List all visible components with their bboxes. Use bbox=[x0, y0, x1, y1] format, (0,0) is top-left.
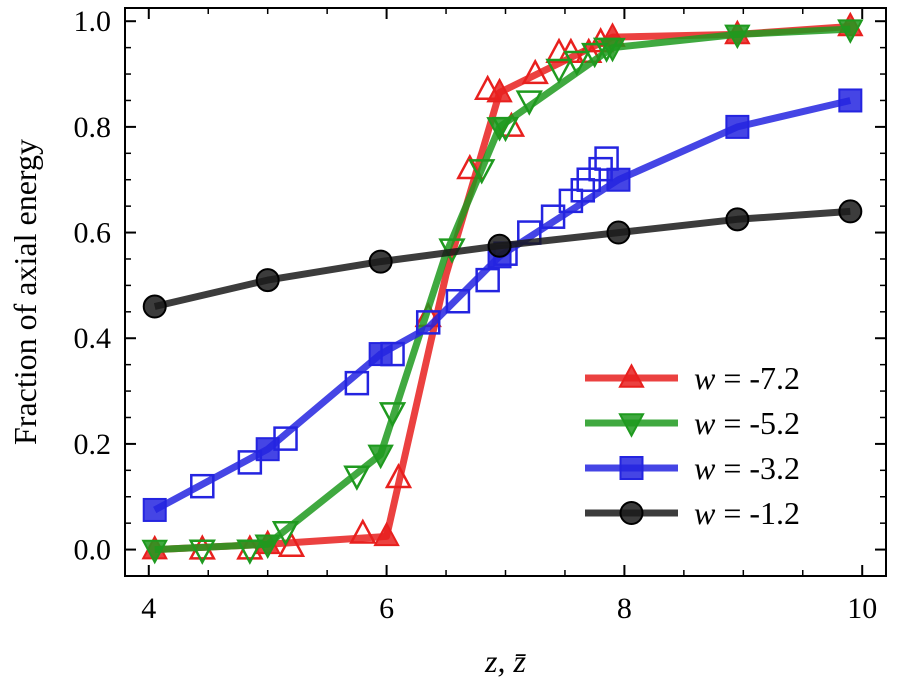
x-tick-label: 6 bbox=[379, 592, 394, 625]
y-axis-label: Fraction of axial energy bbox=[7, 139, 43, 445]
filled-point bbox=[254, 534, 281, 560]
filled-point bbox=[141, 539, 168, 565]
open-point bbox=[343, 465, 371, 491]
open-point bbox=[563, 50, 591, 77]
filled-point bbox=[368, 342, 393, 367]
x-axis-label: z, z̄ bbox=[484, 643, 526, 679]
open-point bbox=[515, 90, 543, 116]
series-2 bbox=[141, 19, 864, 565]
legend-entry: w = -1.2 bbox=[585, 495, 800, 531]
legend: w = -7.2w = -5.2w = -3.2w = -1.2 bbox=[585, 360, 800, 531]
legend-marker bbox=[618, 363, 645, 388]
open-point bbox=[581, 42, 609, 69]
filled-point bbox=[838, 199, 863, 224]
legend-label-value: = -7.2 bbox=[715, 360, 800, 396]
open-point bbox=[540, 204, 566, 229]
open-point bbox=[188, 539, 216, 565]
series-3 bbox=[142, 88, 863, 522]
open-point bbox=[384, 462, 413, 489]
legend-label: w = -5.2 bbox=[694, 405, 800, 441]
filled-point bbox=[838, 88, 863, 113]
x-tick-label: 10 bbox=[847, 592, 877, 625]
filled-point bbox=[486, 117, 513, 142]
series-layer bbox=[141, 11, 864, 565]
filled-point bbox=[486, 77, 513, 103]
filled-point bbox=[837, 19, 864, 44]
x-tick-label: 4 bbox=[141, 592, 156, 625]
filled-point bbox=[142, 497, 167, 522]
filled-point bbox=[599, 37, 626, 63]
filled-point bbox=[487, 233, 512, 258]
y-tick-label: 0.0 bbox=[74, 534, 112, 567]
open-point bbox=[445, 288, 471, 314]
legend-label-value: = -3.2 bbox=[715, 450, 800, 486]
filled-point bbox=[373, 521, 400, 547]
legend-label: w = -3.2 bbox=[694, 450, 800, 486]
legend-marker bbox=[619, 456, 644, 480]
legend-entry: w = -3.2 bbox=[585, 450, 800, 486]
open-point bbox=[237, 450, 263, 475]
legend-entry: w = -7.2 bbox=[585, 360, 800, 396]
filled-point bbox=[142, 294, 167, 319]
y-tick-label: 0.8 bbox=[74, 111, 112, 144]
open-point bbox=[344, 370, 370, 396]
open-point bbox=[378, 402, 407, 428]
open-point bbox=[456, 153, 484, 180]
open-point bbox=[349, 518, 377, 544]
open-point bbox=[545, 58, 573, 85]
filled-point bbox=[725, 207, 750, 232]
open-point bbox=[236, 539, 264, 565]
filled-point bbox=[606, 220, 631, 245]
legend-label: w = -7.2 bbox=[694, 360, 800, 396]
filled-point bbox=[724, 24, 751, 50]
legend-marker bbox=[618, 413, 645, 438]
legend-marker bbox=[619, 501, 644, 525]
legend-entry: w = -5.2 bbox=[585, 405, 800, 441]
ticks-layer: 4 6 8 10 0.0 0.2 0.4 0.6 0.8 1.0 bbox=[74, 5, 886, 625]
open-point bbox=[271, 521, 300, 547]
open-point bbox=[521, 58, 549, 85]
y-tick-label: 0.6 bbox=[74, 217, 112, 250]
y-tick-label: 1.0 bbox=[74, 5, 112, 38]
filled-point bbox=[367, 444, 394, 470]
series-line bbox=[154, 25, 851, 554]
legend-label: w = -1.2 bbox=[694, 495, 800, 531]
y-tick-label: 0.2 bbox=[74, 428, 112, 461]
open-point bbox=[468, 159, 496, 185]
filled-point bbox=[606, 167, 631, 192]
series-4 bbox=[142, 199, 863, 319]
y-tick-label: 0.4 bbox=[74, 322, 112, 355]
legend-label-value: = -1.2 bbox=[715, 495, 800, 531]
open-point bbox=[474, 74, 502, 100]
open-point bbox=[415, 310, 441, 335]
filled-point bbox=[255, 268, 280, 293]
open-point bbox=[475, 267, 500, 293]
series-line bbox=[153, 97, 852, 514]
x-tick-label: 8 bbox=[617, 592, 632, 625]
legend-label-var: w bbox=[694, 405, 716, 441]
legend-label-var: w bbox=[694, 495, 716, 531]
filled-point bbox=[255, 437, 280, 462]
filled-point bbox=[725, 114, 750, 139]
open-point bbox=[190, 473, 215, 499]
legend-label-var: w bbox=[694, 360, 716, 396]
filled-point bbox=[368, 249, 393, 274]
legend-label-value: = -5.2 bbox=[715, 405, 800, 441]
legend-label-var: w bbox=[694, 450, 716, 486]
